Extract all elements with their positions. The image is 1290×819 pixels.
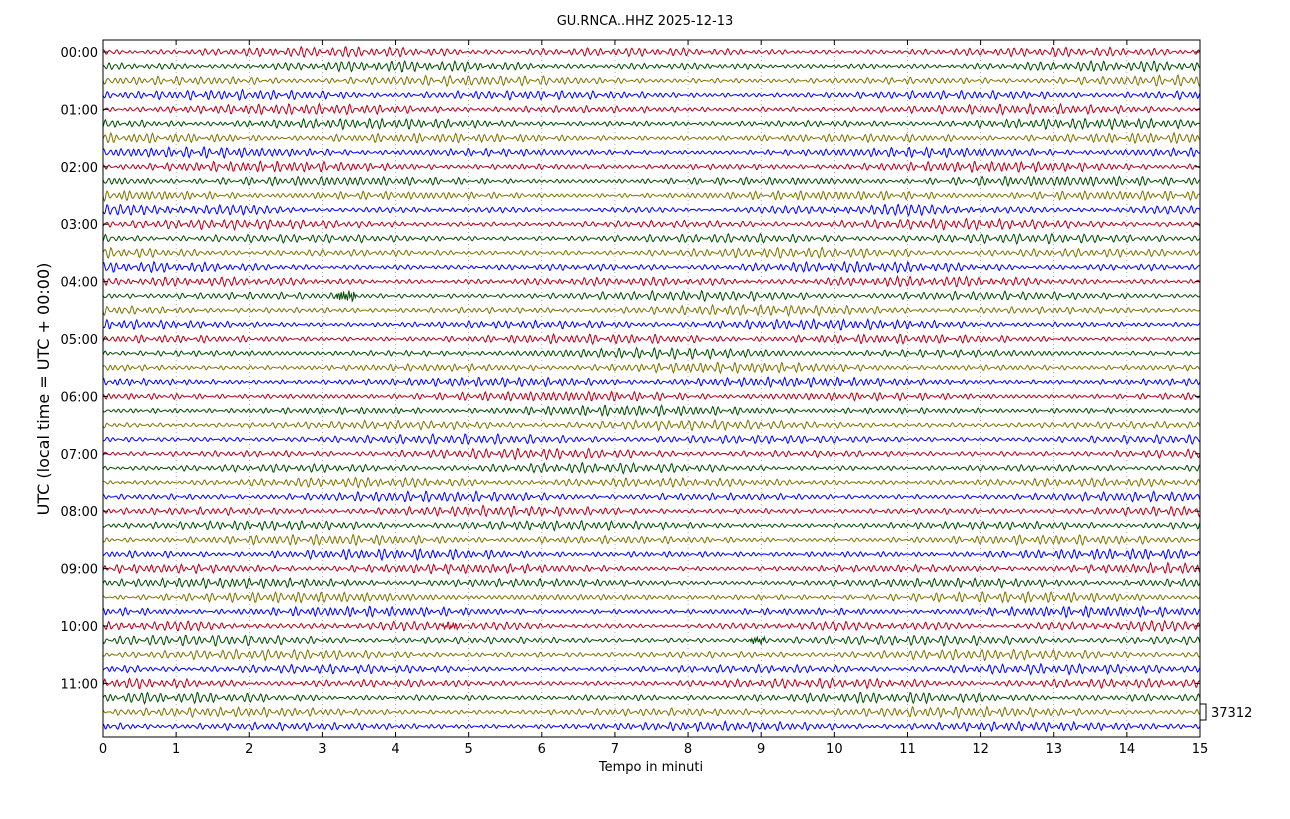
seismic-trace-line — [102, 662, 1201, 676]
seismic-trace-line — [102, 131, 1201, 145]
x-tick-label: 11 — [899, 742, 916, 757]
seismic-trace-line — [102, 461, 1201, 475]
seismic-trace-line — [102, 691, 1201, 705]
seismic-trace-line — [102, 504, 1201, 518]
seismic-trace-line — [102, 605, 1201, 619]
seismic-trace-line — [102, 274, 1201, 288]
y-tick-label: 04:00 — [61, 276, 98, 291]
seismic-trace-line — [102, 432, 1201, 446]
seismic-trace-line — [102, 376, 1201, 389]
seismic-trace-line — [102, 332, 1201, 346]
y-axis-label: UTC (local time = UTC + 00:00) — [34, 263, 53, 516]
seismic-trace-line — [102, 232, 1201, 246]
x-tick-label: 5 — [465, 742, 473, 757]
x-tick-label: 2 — [245, 742, 253, 757]
seismic-trace-line — [102, 175, 1201, 188]
x-tick-label: 12 — [972, 742, 989, 757]
seismic-trace-line — [102, 577, 1201, 590]
y-tick-label: 11:00 — [61, 677, 98, 692]
seismic-trace-line — [102, 490, 1201, 503]
seismic-trace-line — [102, 203, 1201, 217]
seismic-trace-line — [102, 533, 1201, 547]
y-axis-ticks: 00:00 01:00 02:00 03:00 04:00 05:00 06:00 07:00… — [61, 46, 1200, 692]
seismic-trace-line — [102, 648, 1201, 662]
x-tick-label: 9 — [757, 742, 765, 757]
x-tick-label: 4 — [391, 742, 399, 757]
x-gridlines — [175, 40, 1128, 737]
seismic-trace-line — [102, 476, 1201, 489]
seismic-trace-line — [102, 45, 1201, 58]
seismic-trace-line — [102, 189, 1201, 202]
seismic-trace-line — [102, 160, 1201, 174]
y-tick-label: 03:00 — [61, 218, 98, 233]
x-tick-label: 14 — [1119, 742, 1136, 757]
seismic-trace-line — [102, 102, 1201, 116]
y-tick-label: 10:00 — [61, 620, 98, 635]
x-tick-label: 10 — [826, 742, 843, 757]
seismic-trace-line — [102, 260, 1201, 274]
x-tick-label: 13 — [1045, 742, 1062, 757]
y-tick-label: 01:00 — [61, 103, 98, 118]
y-tick-label: 08:00 — [61, 505, 98, 520]
y-tick-label: 05:00 — [61, 333, 98, 348]
y-tick-label: 06:00 — [61, 390, 98, 405]
seismic-trace-line — [102, 590, 1201, 604]
seismic-trace-line — [102, 346, 1201, 361]
x-axis-label: Tempo in minuti — [598, 760, 703, 775]
seismic-trace-line — [102, 74, 1201, 88]
seismic-trace-line — [102, 117, 1201, 131]
seismic-trace-line — [102, 318, 1201, 331]
scale-bar-bracket — [1200, 703, 1207, 721]
chart-title: GU.RNCA..HHZ 2025-12-13 — [557, 14, 734, 29]
seismic-trace-line — [102, 705, 1201, 720]
seismic-trace-line — [102, 303, 1201, 318]
seismic-trace-line — [102, 361, 1201, 375]
seismic-trace-line — [102, 59, 1201, 73]
x-axis-ticks: 0 1 2 3 4 5 6 7 8 9 10 11 12 13 14 15 — [99, 40, 1208, 757]
y-tick-label: 09:00 — [61, 563, 98, 578]
seismic-trace-line — [102, 390, 1201, 402]
seismic-trace-line — [102, 547, 1201, 562]
x-tick-label: 0 — [99, 742, 107, 757]
scale-value-label: 37312 — [1211, 706, 1252, 721]
scale-bar: 37312 — [1200, 703, 1252, 721]
seismic-trace-line — [102, 145, 1201, 159]
seismic-trace-line — [102, 677, 1201, 690]
x-tick-label: 7 — [611, 742, 619, 757]
seismic-trace-line — [102, 634, 1201, 647]
seismic-traces — [102, 45, 1201, 733]
seismic-trace-line — [102, 217, 1201, 231]
seismic-trace-line — [102, 289, 1201, 303]
seismic-trace-line — [102, 720, 1201, 733]
seismic-trace-line — [102, 561, 1201, 575]
x-tick-label: 3 — [318, 742, 326, 757]
seismic-trace-line — [102, 246, 1201, 259]
y-tick-label: 02:00 — [61, 161, 98, 176]
plot-frame — [102, 39, 1201, 738]
seismic-trace-line — [102, 419, 1201, 432]
seismic-trace-line — [102, 447, 1201, 461]
x-tick-label: 1 — [172, 742, 180, 757]
x-tick-label: 6 — [538, 742, 546, 757]
x-tick-label: 15 — [1192, 742, 1209, 757]
y-tick-label: 07:00 — [61, 448, 98, 463]
seismic-trace-line — [102, 404, 1201, 417]
seismic-trace-line — [102, 619, 1201, 633]
seismic-trace-line — [102, 88, 1201, 101]
seismic-trace-line — [102, 519, 1201, 532]
y-tick-label: 00:00 — [61, 46, 98, 61]
x-tick-label: 8 — [684, 742, 692, 757]
